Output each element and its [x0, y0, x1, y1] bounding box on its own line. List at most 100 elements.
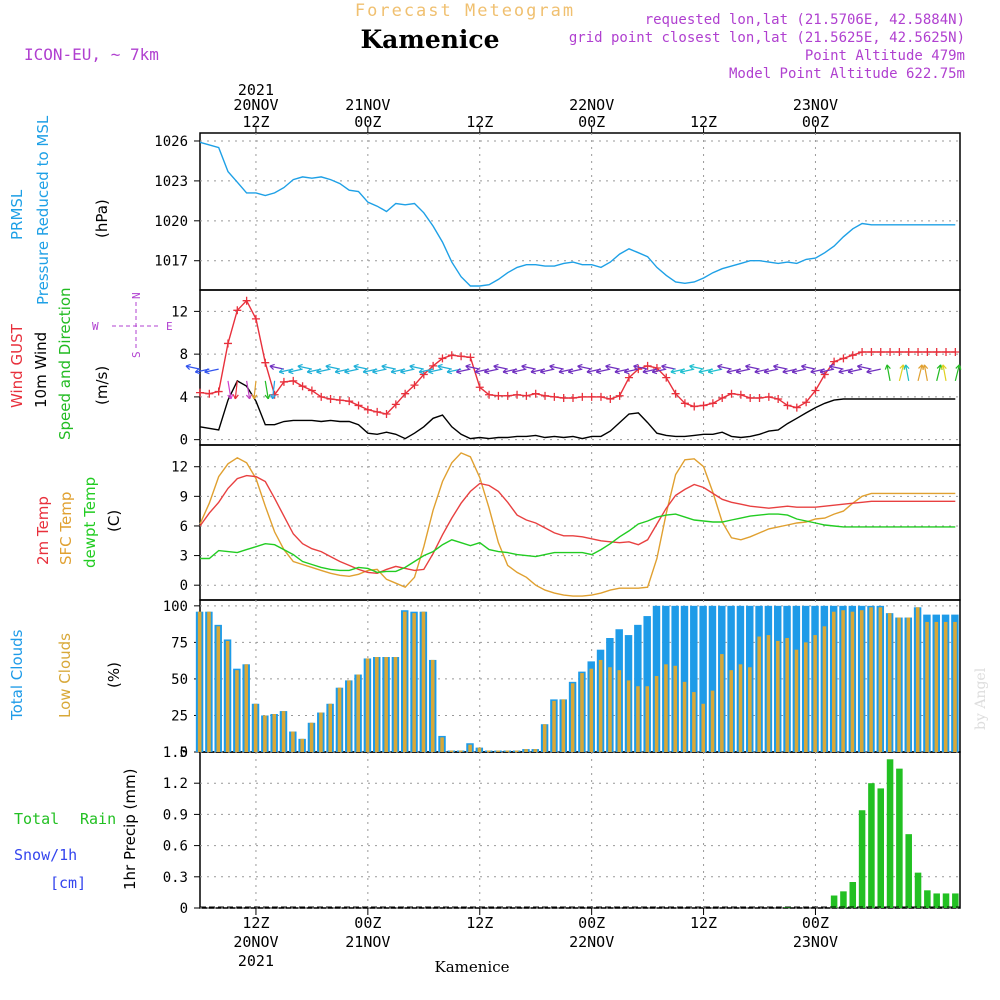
low-cloud-bar: [309, 722, 314, 752]
precip-frame: [199, 751, 961, 909]
wind-direction-arrow: [898, 364, 904, 382]
low-cloud-bar: [804, 642, 808, 752]
wind-direction-arrow: [652, 368, 667, 373]
wind-direction-arrowhead: [567, 368, 574, 375]
wind-gust-marker: [261, 358, 270, 367]
wind-gust-marker: [279, 377, 288, 386]
wind-gust-marker: [774, 395, 783, 404]
clouds-ytick-label: 0: [180, 745, 188, 761]
wind-direction-arrow: [521, 365, 536, 370]
low-cloud-bar: [542, 724, 547, 752]
top-time-label: 2021: [238, 81, 274, 99]
low-cloud-bar: [897, 617, 901, 752]
wind-direction-arrow: [857, 365, 872, 370]
wind-gust-marker: [662, 373, 671, 382]
wind-direction-arrowhead: [306, 368, 313, 375]
pressure-label-2: Pressure Reduced to MSL: [34, 115, 52, 305]
bottom-time-label: 00Z: [578, 914, 605, 932]
wind-direction-arrowhead: [194, 368, 201, 375]
wind-direction-arrowhead: [269, 363, 275, 370]
wind-direction-arrow: [736, 368, 751, 373]
precip-unit: 1hr Precip (mm): [121, 769, 139, 890]
wind-labels: Wind GUST 10m Wind Speed and Direction (…: [8, 287, 173, 440]
wind-gust-marker: [820, 370, 829, 379]
low-cloud-bar: [207, 611, 211, 752]
temp-label-3: dewpt Temp: [81, 477, 99, 568]
wind-direction-arrow: [264, 380, 269, 399]
bottom-time-label: 12Z: [690, 914, 717, 932]
low-cloud-bar: [906, 617, 911, 752]
low-cloud-bar: [197, 611, 202, 752]
low-cloud-bar: [859, 610, 864, 752]
precip-ytick-label: 0.3: [163, 870, 188, 886]
low-cloud-bar: [617, 670, 622, 752]
wind-direction-arrow: [819, 368, 835, 373]
wind-direction-arrow: [185, 365, 201, 370]
low-cloud-bar: [468, 744, 472, 752]
wind-gust-marker: [587, 392, 596, 401]
wind-direction-arrowhead: [558, 368, 564, 375]
grid-point-coords: grid point closest lon,lat (21.5625E, 42…: [569, 30, 965, 46]
wind-gust-marker: [531, 389, 540, 398]
wind-direction-arrowhead: [884, 364, 891, 370]
bottom-time-label: 12Z: [466, 914, 493, 932]
wind-gust-marker: [503, 391, 512, 400]
wind-gust-marker: [457, 352, 466, 361]
wind-direction-arrow: [253, 380, 257, 399]
temp-ytick-label: 9: [180, 489, 188, 505]
low-cloud-bar: [748, 667, 752, 752]
wind-direction-arrow: [568, 368, 583, 373]
wind-direction-arrowhead: [232, 394, 239, 400]
low-cloud-bar: [626, 680, 631, 752]
pressure-line: [199, 141, 956, 287]
precip-label-rain: Rain: [80, 810, 116, 828]
low-cloud-bar: [514, 750, 519, 752]
bottom-time-label: 21NOV: [345, 933, 390, 951]
low-cloud-bar: [925, 621, 929, 752]
rain-bar: [877, 788, 884, 908]
top-time-label: 23NOV: [793, 96, 838, 114]
wind-direction-arrowhead: [185, 363, 191, 370]
wind-gust-marker: [942, 348, 951, 356]
wind-direction-arrowhead: [745, 363, 751, 370]
wind-direction-arrowhead: [642, 368, 648, 375]
low-cloud-bar: [486, 750, 491, 752]
clouds-ytick-label: 100: [163, 599, 188, 615]
wind-gust-marker: [391, 400, 400, 409]
wind-gust-marker: [289, 376, 298, 385]
wind-gust-marker: [867, 348, 876, 356]
pressure-ytick-label: 1017: [154, 254, 188, 270]
wind-direction-arrowhead: [922, 364, 929, 370]
wind-direction-arrowhead: [437, 363, 443, 370]
wind-gust-marker: [335, 396, 344, 405]
pressure-unit: (hPa): [93, 199, 111, 238]
wind-gust-marker: [596, 392, 605, 401]
rain-bar: [886, 759, 894, 908]
wind-direction-arrowhead: [539, 368, 546, 375]
wind-gust-marker: [550, 392, 559, 401]
wind-direction-arrow: [409, 365, 424, 370]
wind-direction-arrow: [297, 365, 313, 370]
wind-direction-arrowhead: [372, 368, 378, 375]
low-cloud-bar: [253, 703, 258, 752]
wind-direction-arrowhead: [838, 368, 844, 375]
low-cloud-bar: [458, 750, 463, 752]
wind-direction-arrowhead: [801, 363, 807, 370]
low-cloud-bar: [934, 621, 939, 752]
top-time-label: 22NOV: [569, 96, 614, 114]
wind-direction-arrow: [942, 364, 947, 381]
wind-direction-arrowhead: [819, 368, 826, 375]
wind-direction-arrowhead: [661, 363, 667, 370]
top-time-label: 21NOV: [345, 96, 390, 114]
wind-direction-arrow: [773, 365, 788, 370]
wind-direction-arrow: [234, 380, 238, 399]
pressure-ytick-label: 1026: [154, 134, 188, 150]
low-cloud-bar: [552, 700, 556, 752]
wind-direction-arrow: [316, 368, 331, 373]
low-cloud-bar: [365, 658, 370, 752]
wind-direction-arrowhead: [353, 363, 359, 370]
bottom-time-label: 2021: [238, 952, 274, 970]
low-cloud-bar: [524, 749, 528, 752]
wind-direction-arrow: [624, 368, 639, 373]
wind-direction-arrow: [905, 364, 910, 381]
